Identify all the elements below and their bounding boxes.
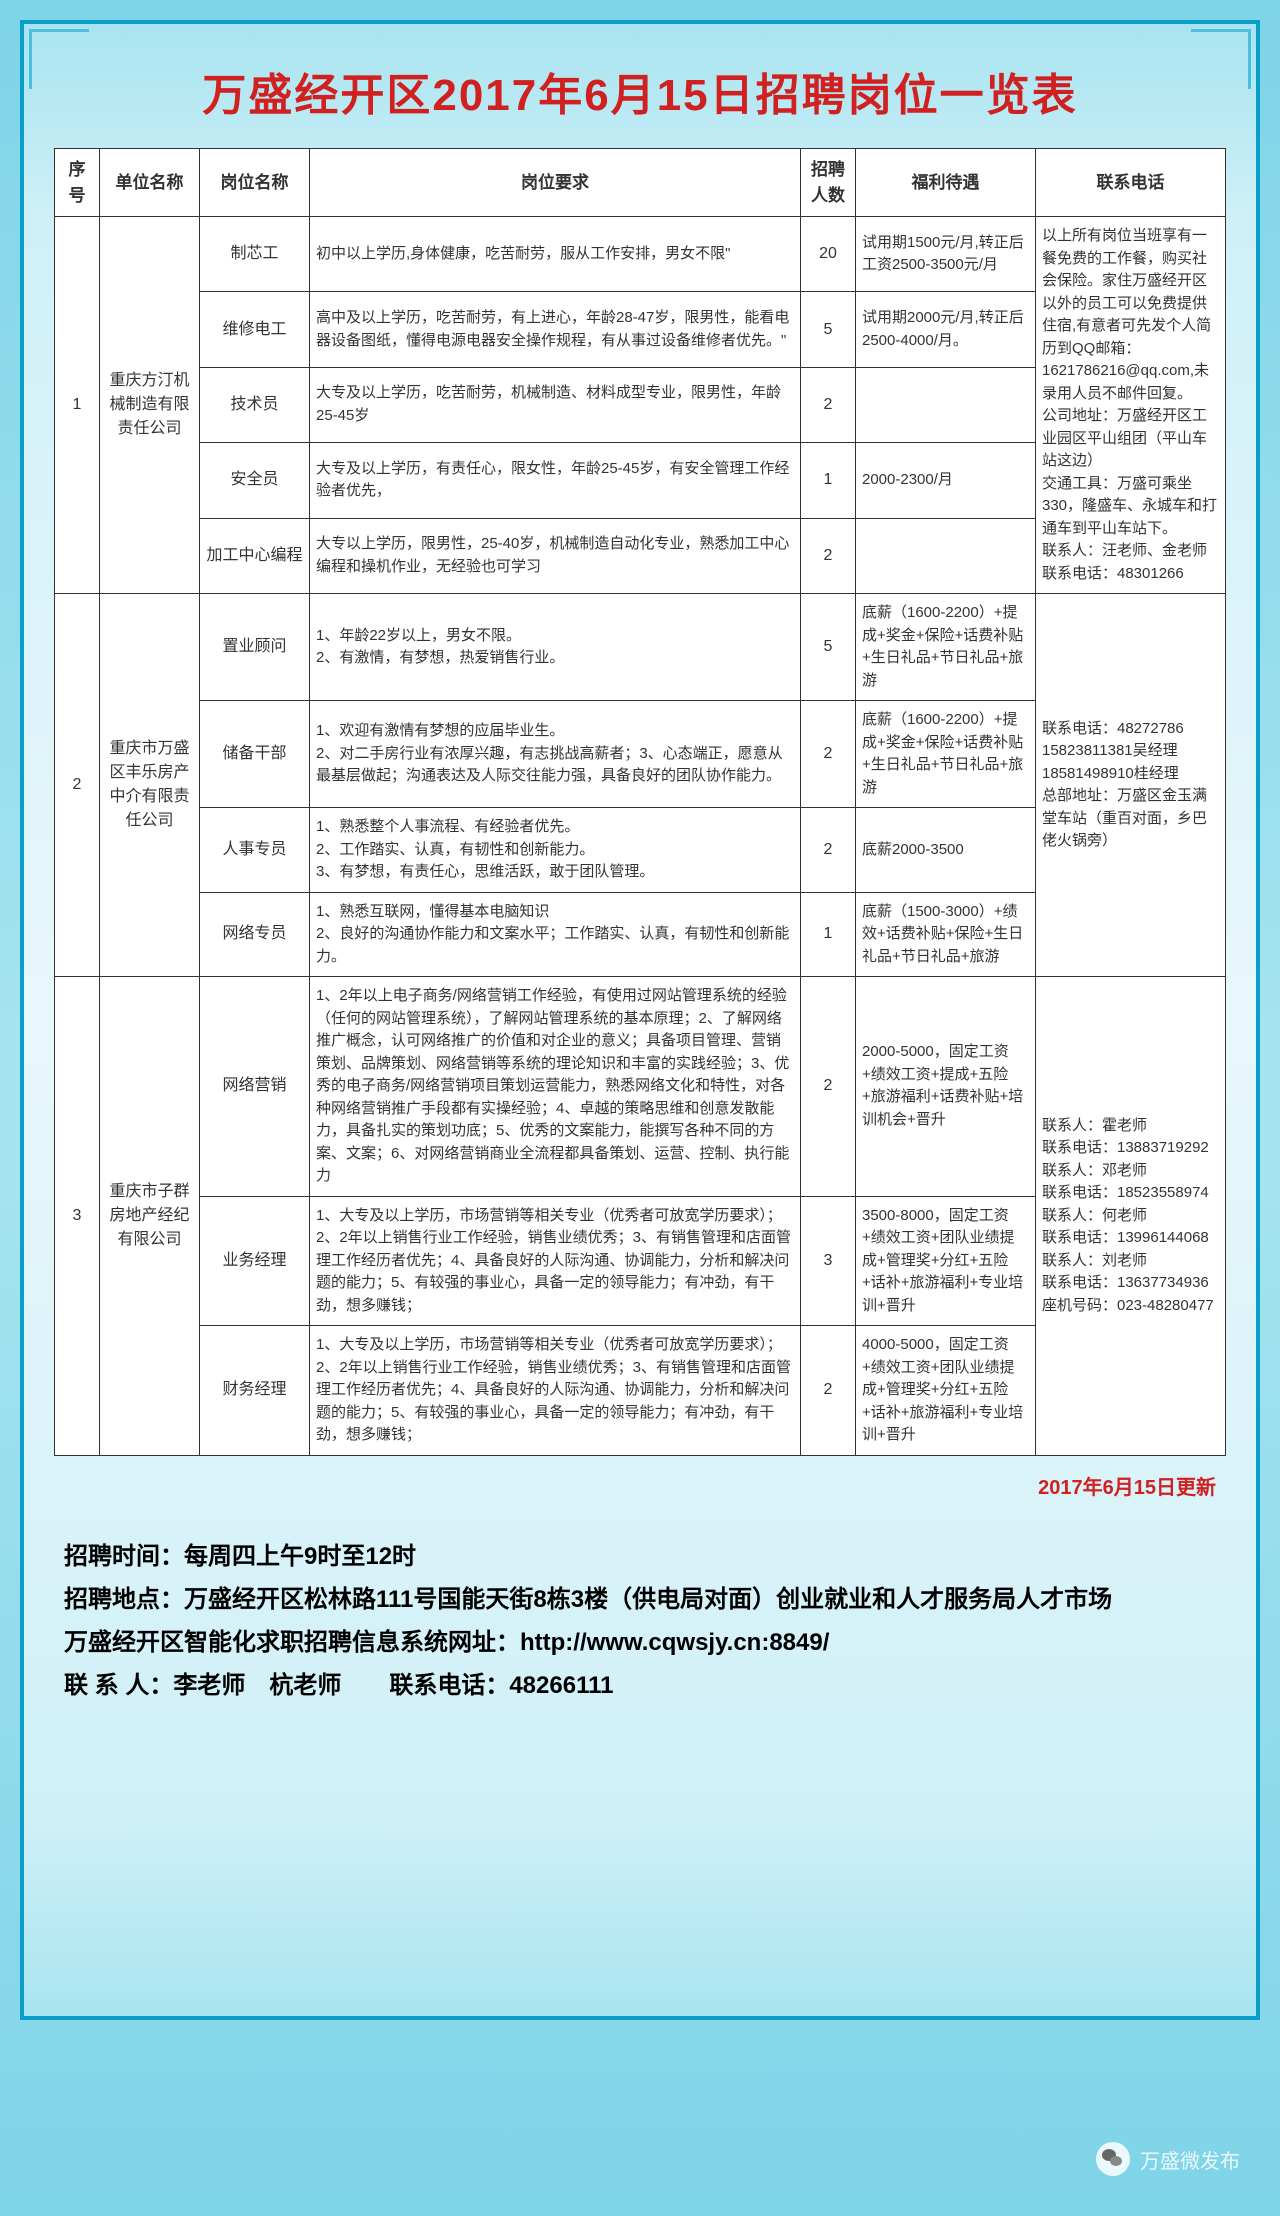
cell-position: 业务经理 (200, 1196, 310, 1326)
recruitment-table: 序号 单位名称 岗位名称 岗位要求 招聘人数 福利待遇 联系电话 1重庆方汀机械… (54, 148, 1226, 1456)
cell-count: 20 (801, 217, 856, 292)
footer-line: 万盛经开区智能化求职招聘信息系统网址：http://www.cqwsjy.cn:… (64, 1621, 1226, 1664)
cell-position: 安全员 (200, 443, 310, 518)
header-benefit: 福利待遇 (856, 149, 1036, 217)
cell-requirement: 大专及以上学历，吃苦耐劳，机械制造、材料成型专业，限男性，年龄25-45岁 (310, 367, 801, 442)
cell-benefit (856, 518, 1036, 593)
cell-requirement: 1、熟悉整个人事流程、有经验者优先。 2、工作踏实、认真，有韧性和创新能力。 3… (310, 808, 801, 893)
table-body: 1重庆方汀机械制造有限责任公司制芯工初中以上学历,身体健康，吃苦耐劳，服从工作安… (55, 217, 1226, 1456)
cell-requirement: 高中及以上学历，吃苦耐劳，有上进心，年龄28-47岁，限男性，能看电器设备图纸，… (310, 292, 801, 367)
cell-position: 维修电工 (200, 292, 310, 367)
cell-count: 2 (801, 977, 856, 1197)
cell-count: 3 (801, 1196, 856, 1326)
cell-position: 网络营销 (200, 977, 310, 1197)
cell-requirement: 1、年龄22岁以上，男女不限。 2、有激情，有梦想，热爱销售行业。 (310, 594, 801, 701)
footer-line: 招聘时间：每周四上午9时至12时 (64, 1535, 1226, 1578)
cell-benefit: 底薪2000-3500 (856, 808, 1036, 893)
header-contact: 联系电话 (1036, 149, 1226, 217)
wechat-icon (1096, 2142, 1130, 2176)
cell-company: 重庆市子群房地产经纪有限公司 (100, 977, 200, 1456)
cell-position: 储备干部 (200, 701, 310, 808)
cell-benefit: 试用期1500元/月,转正后工资2500-3500元/月 (856, 217, 1036, 292)
cell-count: 2 (801, 518, 856, 593)
cell-contact: 以上所有岗位当班享有一餐免费的工作餐，购买社会保险。家住万盛经开区以外的员工可以… (1036, 217, 1226, 594)
cell-count: 2 (801, 1326, 856, 1456)
table-header-row: 序号 单位名称 岗位名称 岗位要求 招聘人数 福利待遇 联系电话 (55, 149, 1226, 217)
cell-benefit: 底薪（1500-3000）+绩效+话费补贴+保险+生日礼品+节日礼品+旅游 (856, 892, 1036, 977)
header-company: 单位名称 (100, 149, 200, 217)
cell-count: 2 (801, 701, 856, 808)
cell-requirement: 1、欢迎有激情有梦想的应届毕业生。 2、对二手房行业有浓厚兴趣，有志挑战高薪者；… (310, 701, 801, 808)
cell-benefit: 底薪（1600-2200）+提成+奖金+保险+话费补贴+生日礼品+节日礼品+旅游 (856, 701, 1036, 808)
update-note: 2017年6月15日更新 (54, 1456, 1226, 1525)
cell-requirement: 大专及以上学历，有责任心，限女性，年龄25-45岁，有安全管理工作经验者优先， (310, 443, 801, 518)
cell-benefit (856, 367, 1036, 442)
cell-company: 重庆方汀机械制造有限责任公司 (100, 217, 200, 594)
cell-count: 5 (801, 594, 856, 701)
cell-benefit: 3500-8000，固定工资+绩效工资+团队业绩提成+管理奖+分红+五险+话补+… (856, 1196, 1036, 1326)
header-req: 岗位要求 (310, 149, 801, 217)
footer-info: 招聘时间：每周四上午9时至12时 招聘地点：万盛经开区松林路111号国能天街8栋… (54, 1525, 1226, 1708)
cell-position: 加工中心编程 (200, 518, 310, 593)
header-count: 招聘人数 (801, 149, 856, 217)
cell-benefit: 试用期2000元/月,转正后2500-4000/月。 (856, 292, 1036, 367)
cell-count: 1 (801, 892, 856, 977)
cell-requirement: 初中以上学历,身体健康，吃苦耐劳，服从工作安排，男女不限" (310, 217, 801, 292)
poster-frame: 万盛经开区2017年6月15日招聘岗位一览表 序号 单位名称 岗位名称 岗位要求… (20, 20, 1260, 2020)
table-row: 3重庆市子群房地产经纪有限公司网络营销1、2年以上电子商务/网络营销工作经验，有… (55, 977, 1226, 1197)
cell-idx: 2 (55, 594, 100, 977)
page-title: 万盛经开区2017年6月15日招聘岗位一览表 (54, 44, 1226, 148)
cell-count: 2 (801, 808, 856, 893)
cell-company: 重庆市万盛区丰乐房产中介有限责任公司 (100, 594, 200, 977)
cell-count: 2 (801, 367, 856, 442)
table-row: 2重庆市万盛区丰乐房产中介有限责任公司置业顾问1、年龄22岁以上，男女不限。 2… (55, 594, 1226, 701)
cell-count: 5 (801, 292, 856, 367)
cell-position: 技术员 (200, 367, 310, 442)
cell-contact: 联系人：霍老师 联系电话：13883719292 联系人：邓老师 联系电话：18… (1036, 977, 1226, 1456)
cell-idx: 3 (55, 977, 100, 1456)
cell-position: 置业顾问 (200, 594, 310, 701)
cell-idx: 1 (55, 217, 100, 594)
watermark: 万盛微发布 (1096, 2142, 1240, 2176)
cell-requirement: 1、熟悉互联网，懂得基本电脑知识 2、良好的沟通协作能力和文案水平；工作踏实、认… (310, 892, 801, 977)
header-position: 岗位名称 (200, 149, 310, 217)
cell-benefit: 底薪（1600-2200）+提成+奖金+保险+话费补贴+生日礼品+节日礼品+旅游 (856, 594, 1036, 701)
cell-requirement: 1、2年以上电子商务/网络营销工作经验，有使用过网站管理系统的经验（任何的网站管… (310, 977, 801, 1197)
footer-line: 联 系 人：李老师 杭老师 联系电话：48266111 (64, 1664, 1226, 1707)
cell-count: 1 (801, 443, 856, 518)
cell-position: 网络专员 (200, 892, 310, 977)
cell-position: 制芯工 (200, 217, 310, 292)
table-container: 序号 单位名称 岗位名称 岗位要求 招聘人数 福利待遇 联系电话 1重庆方汀机械… (54, 148, 1226, 1456)
footer-line: 招聘地点：万盛经开区松林路111号国能天街8栋3楼（供电局对面）创业就业和人才服… (64, 1578, 1226, 1621)
header-idx: 序号 (55, 149, 100, 217)
cell-contact: 联系电话：48272786 15823811381吴经理 18581498910… (1036, 594, 1226, 977)
cell-position: 人事专员 (200, 808, 310, 893)
cell-benefit: 4000-5000，固定工资+绩效工资+团队业绩提成+管理奖+分红+五险+话补+… (856, 1326, 1036, 1456)
cell-requirement: 大专以上学历，限男性，25-40岁，机械制造自动化专业，熟悉加工中心编程和操机作… (310, 518, 801, 593)
cell-position: 财务经理 (200, 1326, 310, 1456)
cell-requirement: 1、大专及以上学历，市场营销等相关专业（优秀者可放宽学历要求）；2、2年以上销售… (310, 1196, 801, 1326)
cell-benefit: 2000-5000，固定工资+绩效工资+提成+五险+旅游福利+话费补贴+培训机会… (856, 977, 1036, 1197)
cell-requirement: 1、大专及以上学历，市场营销等相关专业（优秀者可放宽学历要求）；2、2年以上销售… (310, 1326, 801, 1456)
cell-benefit: 2000-2300/月 (856, 443, 1036, 518)
table-row: 1重庆方汀机械制造有限责任公司制芯工初中以上学历,身体健康，吃苦耐劳，服从工作安… (55, 217, 1226, 292)
watermark-text: 万盛微发布 (1140, 2145, 1240, 2174)
